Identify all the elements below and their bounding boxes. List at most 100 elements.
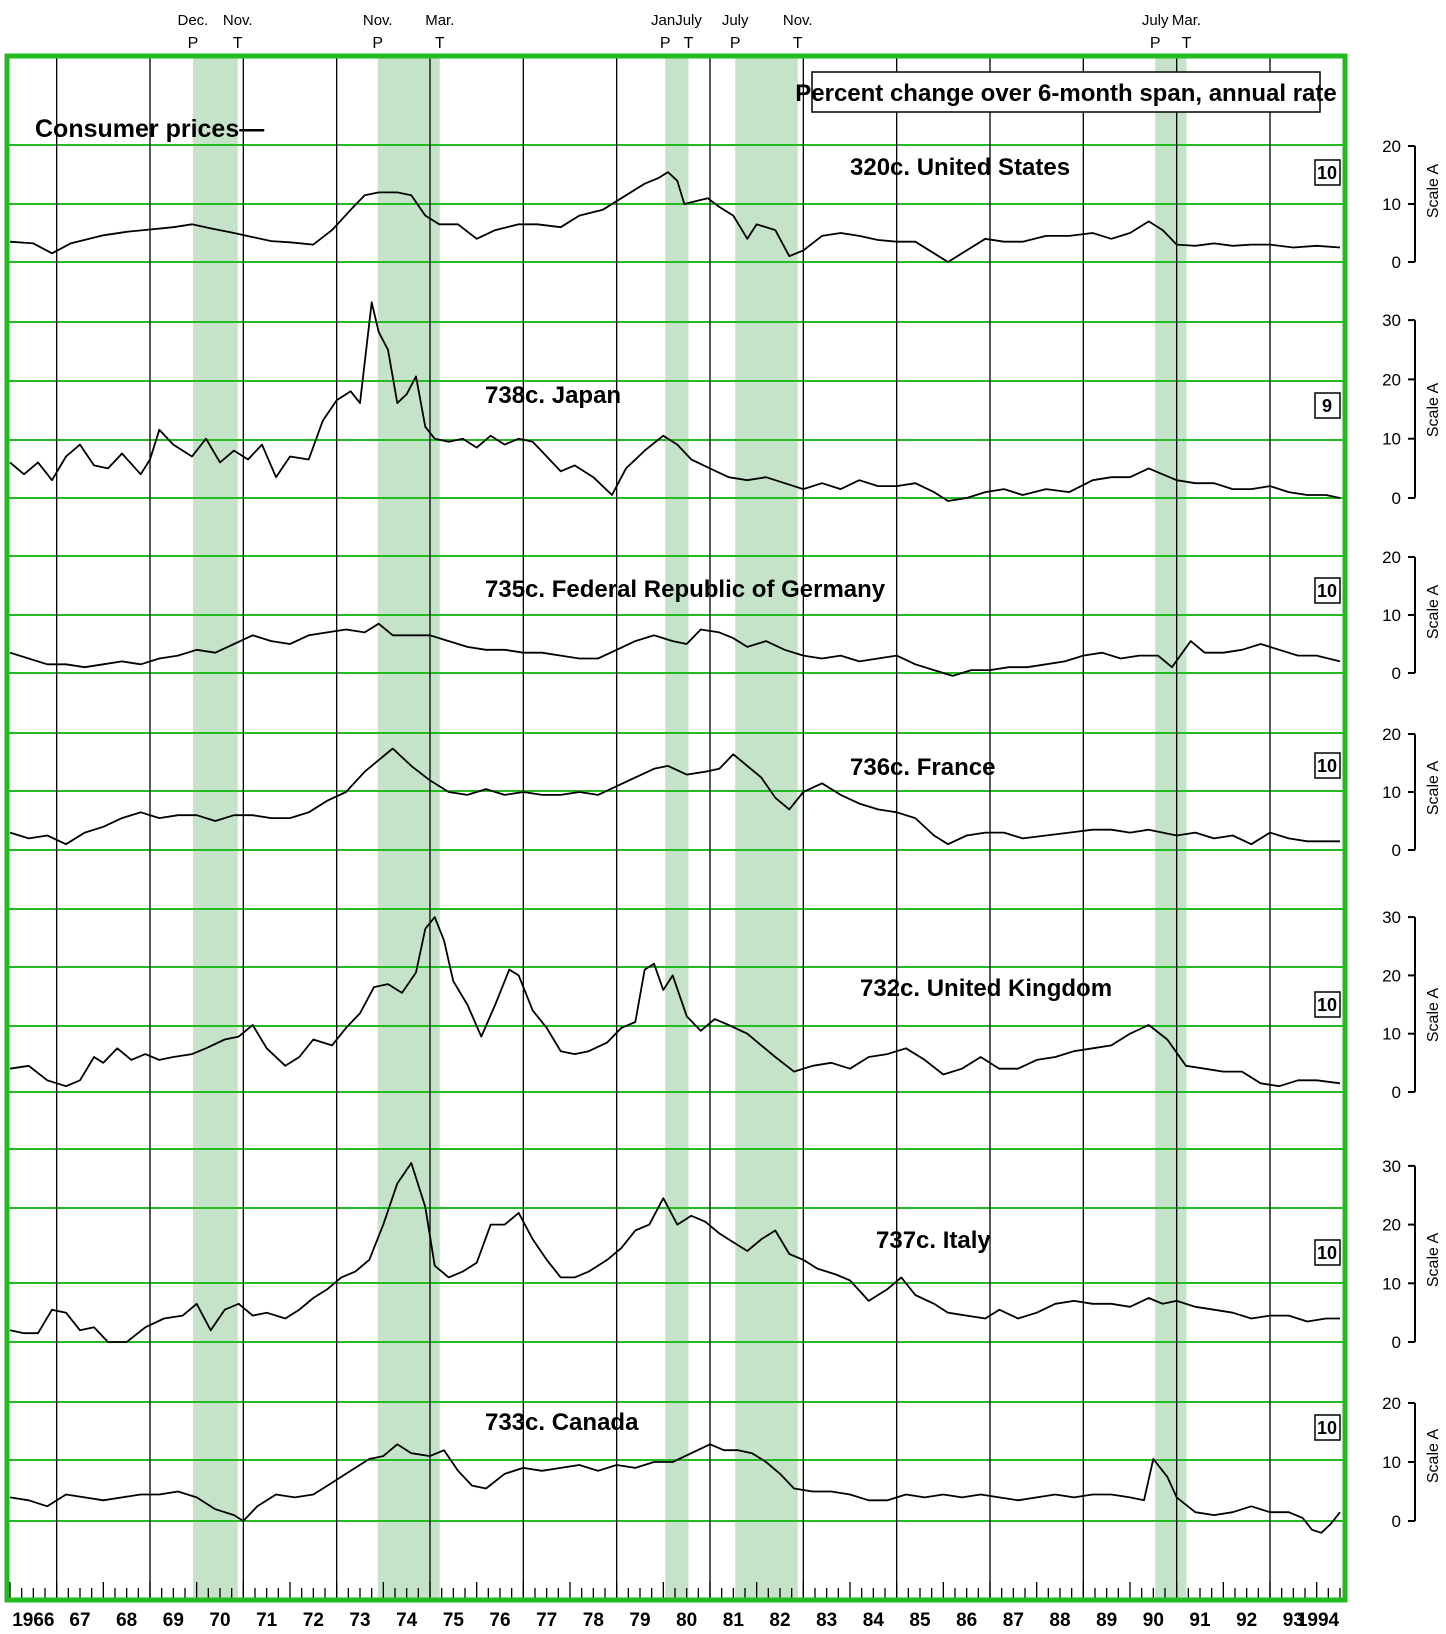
cycle-trough-month-1: Nov. bbox=[223, 12, 253, 29]
cycle-trough-code-4: T bbox=[793, 35, 803, 52]
scale-tick-label-united-kingdom-10: 10 bbox=[1382, 1025, 1401, 1044]
recession-band-1 bbox=[192, 58, 238, 1598]
x-tick-label-1966: 1966 bbox=[12, 1610, 54, 1631]
series-box-japan bbox=[1314, 392, 1341, 419]
cycle-trough-code-3: T bbox=[684, 35, 694, 52]
x-tick-label-1971: 71 bbox=[256, 1610, 278, 1631]
scale-tick-label-japan-20: 20 bbox=[1382, 370, 1401, 389]
scale-tick-label-united-states-20: 20 bbox=[1382, 137, 1401, 156]
legend-box bbox=[811, 71, 1321, 113]
recession-shading bbox=[192, 58, 1187, 1598]
year-gridlines bbox=[56, 58, 1271, 1598]
series-label-united-kingdom: 732c. United Kingdom bbox=[860, 975, 1112, 1002]
series-box-value-united-states: 10 bbox=[1317, 163, 1337, 183]
cycle-peak-code-5: P bbox=[1150, 35, 1161, 52]
x-tick-label-1967: 67 bbox=[69, 1610, 90, 1631]
x-tick-label-1987: 87 bbox=[1003, 1610, 1024, 1631]
scale-tick-label-united-kingdom-20: 20 bbox=[1382, 966, 1401, 985]
scale-tick-label-canada-10: 10 bbox=[1382, 1453, 1401, 1472]
x-tick-label-1976: 76 bbox=[489, 1610, 510, 1631]
cycle-peak-month-2: Nov. bbox=[363, 12, 393, 29]
scale-tick-label-united-kingdom-30: 30 bbox=[1382, 908, 1401, 927]
x-tick-label-1968: 68 bbox=[116, 1610, 137, 1631]
series-box-value-united-kingdom: 10 bbox=[1317, 995, 1337, 1015]
series-box-value-italy: 10 bbox=[1317, 1243, 1337, 1263]
scale-tick-label-federal-republic-of-germany-0: 0 bbox=[1392, 664, 1401, 683]
scale-axes: 0 10 20 Scale A 0 10 20 30 Scale A 0 10 20 Scale A 0 1… bbox=[1382, 137, 1442, 1531]
x-tick-label-1991: 91 bbox=[1189, 1610, 1211, 1631]
chart-heading: Consumer prices— bbox=[35, 115, 264, 143]
x-tick-label-1972: 72 bbox=[303, 1610, 324, 1631]
series-box-value-federal-republic-of-germany: 10 bbox=[1317, 581, 1337, 601]
series-line-united-kingdom bbox=[9, 916, 1341, 1088]
x-tick-label-1980: 80 bbox=[676, 1610, 697, 1631]
scale-tick-label-united-states-0: 0 bbox=[1392, 253, 1401, 272]
recession-band-3 bbox=[665, 58, 689, 1598]
series-label-italy: 737c. Italy bbox=[876, 1227, 991, 1254]
x-axis: 1966 67 68 69 70 71 72 73 74 75 76 77 78 79 80 81 82 83 84… bbox=[9, 1582, 1341, 1631]
recession-band-5 bbox=[1155, 58, 1187, 1598]
x-tick-label-1993: 93 bbox=[1283, 1610, 1304, 1631]
x-tick-label-1969: 69 bbox=[163, 1610, 184, 1631]
scale-tick-label-federal-republic-of-germany-20: 20 bbox=[1382, 548, 1401, 567]
x-tick-label-1973: 73 bbox=[349, 1610, 370, 1631]
series-line-canada bbox=[9, 1443, 1341, 1534]
x-tick-label-1970: 70 bbox=[209, 1610, 230, 1631]
series-label-france: 736c. France bbox=[850, 754, 995, 781]
series-box-federal-republic-of-germany bbox=[1314, 577, 1341, 604]
scale-name-canada: Scale A bbox=[1425, 1429, 1442, 1484]
series-box-united-kingdom bbox=[1314, 991, 1341, 1018]
series-line-france bbox=[9, 747, 1340, 846]
x-tick-label-1982: 82 bbox=[769, 1610, 790, 1631]
series-labels: 320c. United States 10 738c. Japan 9 735c. F… bbox=[485, 154, 1341, 1441]
scale-tick-label-japan-30: 30 bbox=[1382, 311, 1401, 330]
series-box-canada bbox=[1314, 1414, 1341, 1441]
series-box-france bbox=[1314, 752, 1341, 779]
x-tick-label-1994: 1994 bbox=[1297, 1610, 1340, 1631]
scale-tick-label-canada-0: 0 bbox=[1392, 1512, 1401, 1531]
cycle-trough-month-3: July bbox=[675, 12, 702, 29]
cycle-trough-month-4: Nov. bbox=[783, 12, 813, 29]
x-tick-label-1985: 85 bbox=[909, 1610, 931, 1631]
x-tick-label-1983: 83 bbox=[816, 1610, 837, 1631]
scale-tick-label-united-kingdom-0: 0 bbox=[1392, 1083, 1401, 1102]
scale-tick-label-canada-20: 20 bbox=[1382, 1394, 1401, 1413]
cycle-trough-code-5: T bbox=[1182, 35, 1192, 52]
x-tick-label-1975: 75 bbox=[443, 1610, 465, 1631]
x-tick-label-1978: 78 bbox=[583, 1610, 604, 1631]
x-tick-label-1988: 88 bbox=[1049, 1610, 1070, 1631]
cycle-peak-code-4: P bbox=[730, 35, 741, 52]
scale-tick-label-france-10: 10 bbox=[1382, 783, 1401, 802]
legend-box-text: Percent change over 6-month span, annual… bbox=[795, 80, 1336, 107]
series-box-value-japan: 9 bbox=[1322, 396, 1332, 416]
series-label-federal-republic-of-germany: 735c. Federal Republic of Germany bbox=[485, 576, 886, 603]
recession-band-4 bbox=[735, 58, 798, 1598]
chart-grid bbox=[8, 144, 1343, 1522]
series-box-value-canada: 10 bbox=[1317, 1418, 1337, 1438]
series-box-value-france: 10 bbox=[1317, 756, 1337, 776]
cycle-peak-month-5: July bbox=[1142, 12, 1169, 29]
x-tick-label-1986: 86 bbox=[956, 1610, 977, 1631]
scale-name-france: Scale A bbox=[1425, 761, 1442, 816]
scale-tick-label-italy-10: 10 bbox=[1382, 1274, 1401, 1293]
scale-tick-label-federal-republic-of-germany-10: 10 bbox=[1382, 606, 1401, 625]
scale-tick-label-italy-20: 20 bbox=[1382, 1216, 1401, 1235]
series-label-united-states: 320c. United States bbox=[850, 154, 1070, 181]
series-line-federal-republic-of-germany bbox=[9, 622, 1341, 677]
x-tick-label-1990: 90 bbox=[1143, 1610, 1164, 1631]
scale-tick-label-united-states-10: 10 bbox=[1382, 195, 1401, 214]
plot-frame bbox=[4, 53, 1348, 1603]
scale-tick-label-japan-10: 10 bbox=[1382, 430, 1401, 449]
cycle-peak-code-1: P bbox=[188, 35, 199, 52]
x-tick-label-1979: 79 bbox=[629, 1610, 650, 1631]
x-tick-label-1984: 84 bbox=[863, 1610, 885, 1631]
cycle-peak-month-4: July bbox=[722, 12, 749, 29]
series-line-italy bbox=[9, 1162, 1340, 1343]
x-tick-label-1977: 77 bbox=[536, 1610, 557, 1631]
x-tick-label-1992: 92 bbox=[1236, 1610, 1257, 1631]
cycle-trough-code-1: T bbox=[233, 35, 243, 52]
scale-tick-label-italy-30: 30 bbox=[1382, 1157, 1401, 1176]
scale-tick-label-italy-0: 0 bbox=[1392, 1333, 1401, 1352]
scale-name-federal-republic-of-germany: Scale A bbox=[1425, 585, 1442, 640]
